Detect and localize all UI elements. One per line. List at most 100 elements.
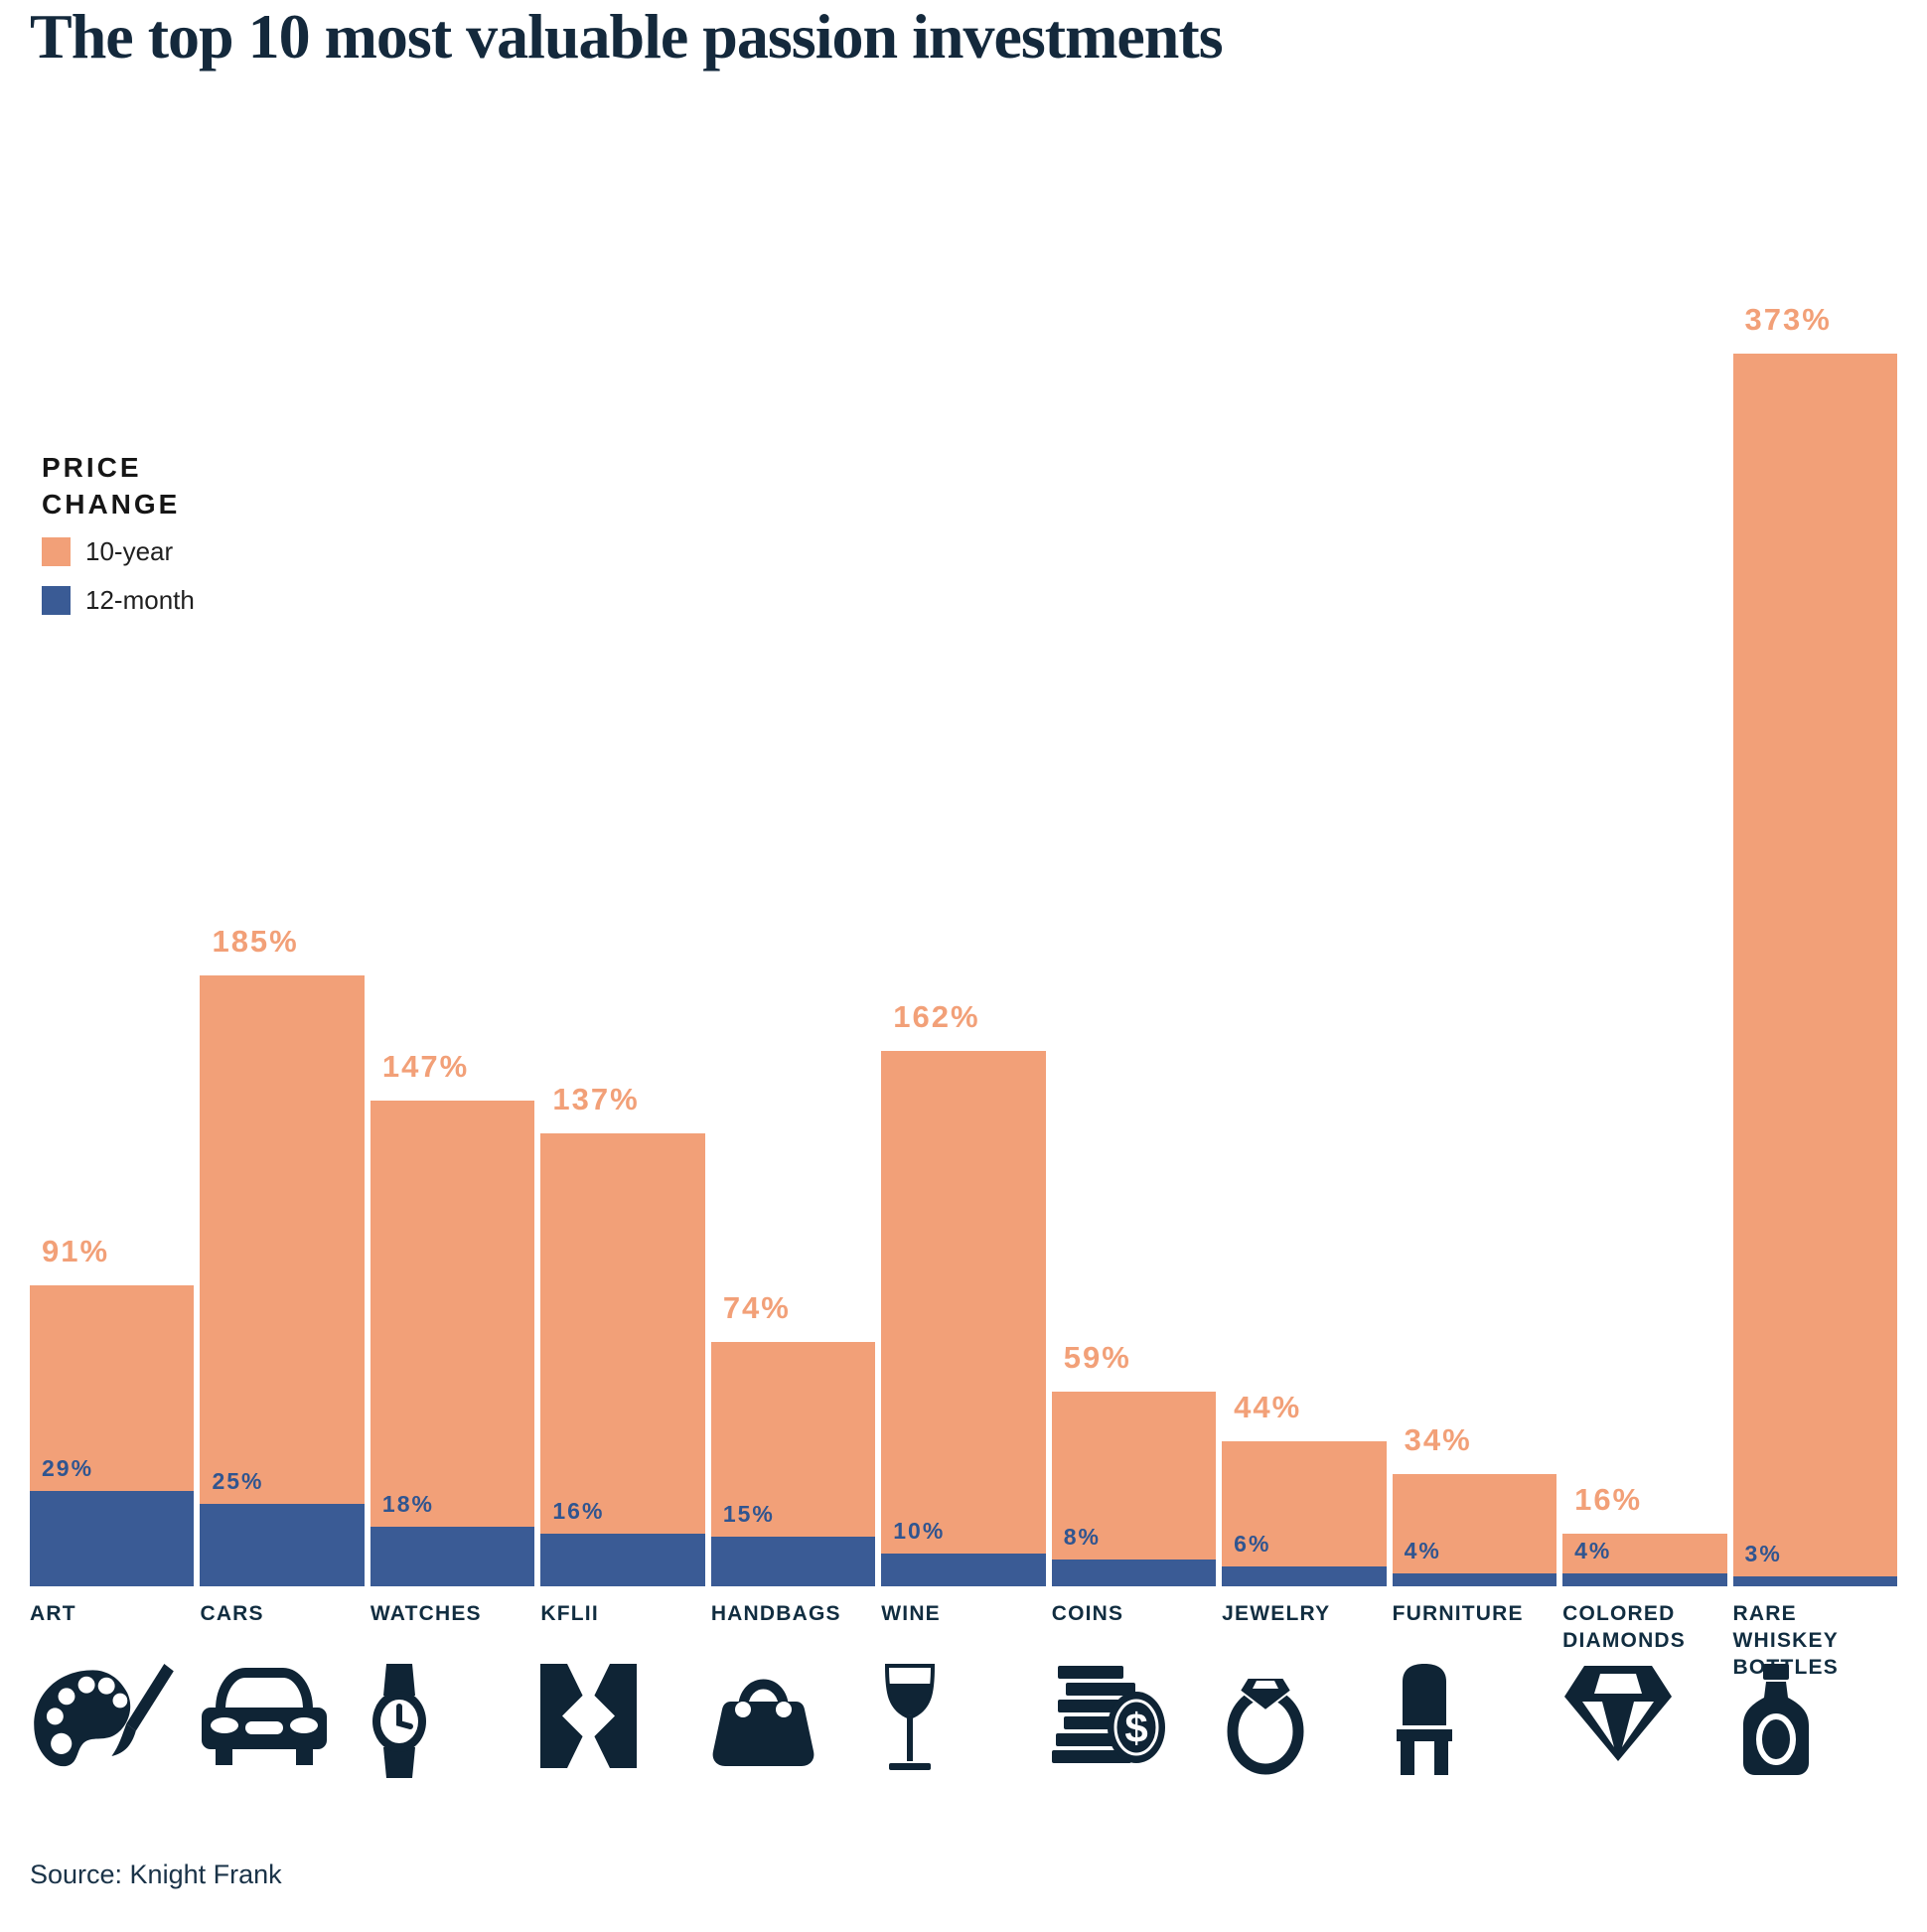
bar-area: 162% 10%	[881, 235, 1046, 1586]
value-label-10-year: 373%	[1744, 302, 1832, 337]
category-label: ART	[30, 1602, 76, 1625]
value-label-12-month: 4%	[1404, 1538, 1441, 1563]
category-label: JEWELRY	[1222, 1602, 1331, 1625]
bar-10-year	[1051, 1392, 1217, 1586]
legend-swatch-12-month	[42, 586, 71, 615]
value-label-10-year: 137%	[552, 1082, 640, 1116]
value-label-10-year: 185%	[212, 924, 299, 959]
bar-10-year	[200, 975, 365, 1586]
value-label-12-month: 4%	[1574, 1538, 1612, 1563]
bar-12-month	[1392, 1573, 1557, 1586]
legend-items: 10-year 12-month	[42, 536, 195, 616]
category-icon	[200, 1664, 364, 1781]
category-icon	[1562, 1664, 1726, 1781]
value-label-12-month: 29%	[42, 1455, 94, 1481]
bar-10-year	[1732, 354, 1897, 1586]
bar-group: 162% 10% WINE	[881, 235, 1046, 1781]
diamond-icon	[1564, 1666, 1673, 1761]
value-label-12-month: 15%	[722, 1501, 775, 1527]
watch-icon	[371, 1664, 426, 1778]
bar-chart: 91% 29% ART 185% 25% CARS	[30, 235, 1897, 1781]
bar-area: 59% 8%	[1051, 235, 1217, 1586]
value-label-10-year: 44%	[1234, 1390, 1302, 1424]
bar-area: 16% 4%	[1562, 235, 1727, 1586]
category-label: HANDBAGS	[710, 1602, 841, 1625]
category-icon	[881, 1664, 1045, 1781]
bar-12-month	[370, 1527, 535, 1586]
bar-12-month	[881, 1554, 1046, 1586]
bar-group: 44% 6% JEWELRY	[1222, 235, 1387, 1781]
bar-group: 185% 25% CARS	[200, 235, 365, 1781]
category-icon	[540, 1664, 704, 1781]
chair-icon	[1396, 1664, 1452, 1775]
value-label-10-year: 162%	[893, 999, 980, 1034]
value-label-10-year: 59%	[1063, 1340, 1131, 1375]
bar-12-month	[1562, 1573, 1727, 1586]
bar-12-month	[540, 1534, 705, 1586]
category-icon	[30, 1664, 194, 1781]
wine-glass-icon	[885, 1664, 936, 1770]
category-label: COINS	[1051, 1602, 1124, 1625]
legend-item: 10-year	[42, 536, 195, 567]
legend-item-label: 10-year	[85, 536, 174, 566]
bar-group: 59% 8% COINS $	[1051, 235, 1217, 1781]
bar-area: 137% 16%	[540, 235, 705, 1586]
kflii-logo-icon	[540, 1664, 638, 1768]
bar-area: 34% 4%	[1392, 235, 1557, 1586]
bar-group: 91% 29% ART	[30, 235, 195, 1781]
bar-10-year	[1392, 1474, 1557, 1586]
category-label: WINE	[881, 1602, 941, 1625]
ring-icon	[1227, 1677, 1304, 1775]
category-icon	[711, 1664, 875, 1781]
legend-title-line2: CHANGE	[42, 489, 181, 520]
category-label: COLORED DIAMONDS	[1562, 1602, 1687, 1652]
category-label: WATCHES	[370, 1602, 482, 1625]
bar-group: 147% 18% WATCHES	[370, 235, 535, 1781]
legend-item: 12-month	[42, 585, 195, 616]
bar-10-year	[370, 1101, 535, 1586]
value-label-10-year: 74%	[722, 1290, 791, 1325]
value-label-12-month: 18%	[381, 1491, 434, 1517]
value-label-12-month: 6%	[1234, 1531, 1271, 1557]
car-icon	[202, 1668, 328, 1765]
value-label-12-month: 25%	[212, 1468, 264, 1494]
category-label: CARS	[200, 1602, 264, 1625]
bar-12-month	[30, 1491, 195, 1586]
bar-area: 373% 3%	[1732, 235, 1897, 1586]
category-icon	[371, 1664, 534, 1781]
bar-12-month	[1051, 1560, 1217, 1586]
legend-swatch-10-year	[42, 537, 71, 566]
category-label: RARE WHISKEY BOTTLES	[1732, 1602, 1839, 1679]
legend-title-line1: PRICE	[42, 452, 142, 483]
bar-area: 74% 15%	[710, 235, 876, 1586]
value-label-12-month: 10%	[893, 1518, 946, 1544]
value-label-12-month: 8%	[1063, 1524, 1101, 1550]
category-icon	[1393, 1664, 1556, 1781]
bar-area: 185% 25%	[200, 235, 365, 1586]
bar-12-month	[200, 1504, 365, 1586]
bar-area: 91% 29%	[30, 235, 195, 1586]
value-label-10-year: 34%	[1404, 1422, 1472, 1457]
bar-group: 137% 16% KFLII	[540, 235, 705, 1781]
legend-title: PRICE CHANGE	[42, 449, 195, 522]
bar-12-month	[1222, 1566, 1387, 1586]
bar-10-year	[1222, 1441, 1387, 1586]
bar-12-month	[710, 1537, 876, 1586]
category-icon: $	[1051, 1664, 1216, 1781]
value-label-12-month: 16%	[552, 1498, 605, 1524]
bar-group: 74% 15% HANDBAGS	[710, 235, 876, 1781]
value-label-10-year: 16%	[1574, 1482, 1643, 1517]
legend-item-label: 12-month	[85, 585, 195, 615]
bar-area: 147% 18%	[370, 235, 535, 1586]
bar-area: 44% 6%	[1222, 235, 1387, 1586]
value-label-10-year: 91%	[42, 1234, 110, 1268]
handbag-icon	[712, 1679, 815, 1766]
page-title: The top 10 most valuable passion investm…	[30, 1, 1224, 72]
category-label: FURNITURE	[1392, 1602, 1524, 1625]
bar-10-year	[540, 1133, 705, 1586]
bar-group: 34% 4% FURNITURE	[1392, 235, 1557, 1781]
bar-group: 373% 3% RARE WHISKEY BOTTLES	[1732, 235, 1897, 1781]
value-label-12-month: 3%	[1744, 1541, 1782, 1566]
category-icon	[1733, 1664, 1897, 1781]
